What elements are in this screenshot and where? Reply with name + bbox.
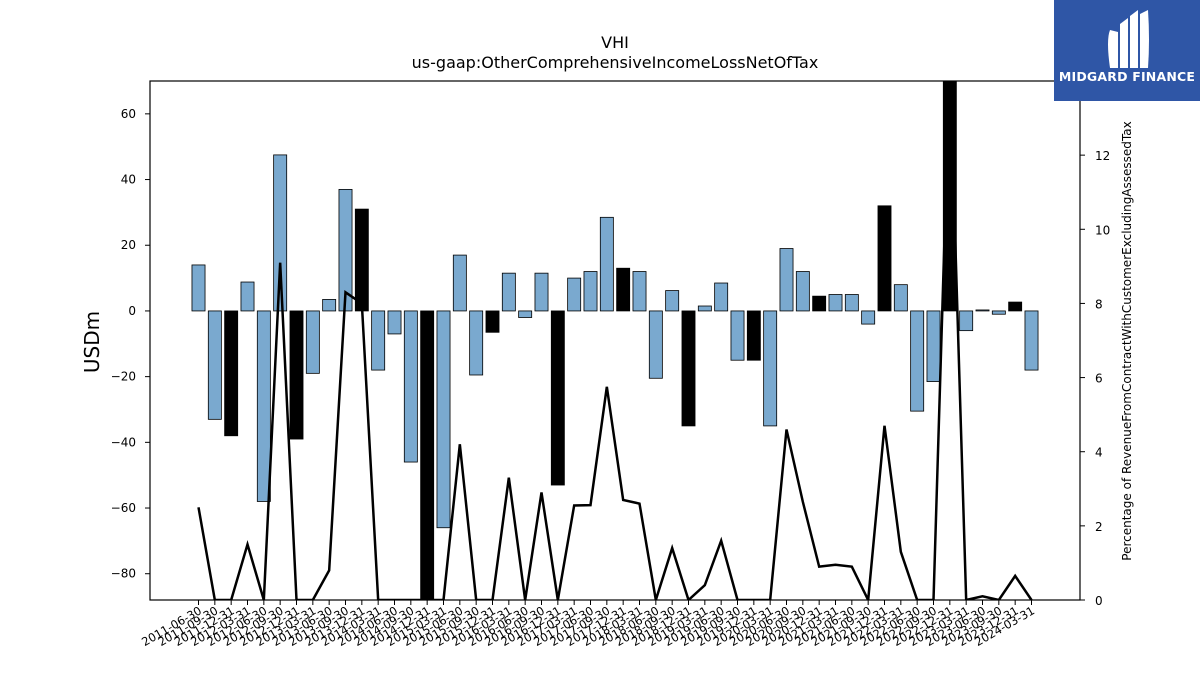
- y2-tick-label: 6: [1095, 372, 1103, 386]
- bar-2012-06-30: [256, 310, 271, 502]
- y-tick-label: −80: [111, 567, 136, 581]
- bar-2022-03-31: [893, 284, 908, 312]
- bar-2011-12-31: [224, 310, 239, 437]
- bar-2023-09-30: [991, 310, 1006, 315]
- y2-tick-label: 4: [1095, 446, 1103, 460]
- bar-2022-09-30: [926, 310, 941, 382]
- logo-mark-icon: [1108, 10, 1149, 68]
- bar-2023-12-31: [1008, 301, 1023, 312]
- bar-2020-03-31: [763, 310, 778, 427]
- y-axis-ticks: 60 40 20 0 −20 −40 −60 −80: [111, 107, 150, 581]
- bar-2023-06-30: [975, 309, 990, 312]
- bar-2011-06-30: [191, 264, 206, 312]
- bar-2013-06-30: [322, 299, 337, 312]
- bar-2018-09-30: [665, 290, 680, 312]
- y2-tick-label: 0: [1095, 594, 1103, 608]
- bar-2017-09-30: [599, 216, 614, 312]
- bar-2023-03-31: [959, 310, 974, 332]
- bar-2014-12-31: [420, 310, 435, 600]
- y-tick-label: 60: [121, 107, 136, 121]
- bar-2021-03-31: [828, 294, 843, 312]
- midgard-finance-logo: MIDGARD FINANCE: [1054, 0, 1200, 101]
- y2-tick-label: 2: [1095, 520, 1103, 534]
- bar-2019-12-31: [746, 310, 761, 361]
- bar-series: [191, 81, 1039, 600]
- y2-axis-label: Percentage of RevenueFromContractWithCus…: [1120, 121, 1134, 560]
- x-axis-ticks: 2011-06-302011-09-302011-12-312012-03-31…: [139, 600, 1037, 649]
- bar-2013-12-31: [354, 208, 369, 312]
- bar-2021-09-30: [861, 310, 876, 325]
- bar-2012-12-31: [289, 310, 304, 440]
- plot-frame: [149, 80, 1081, 601]
- bar-2018-06-30: [648, 310, 663, 379]
- bar-2011-09-30: [207, 310, 222, 420]
- logo-text: MIDGARD FINANCE: [1058, 69, 1196, 84]
- y-tick-label: 20: [121, 238, 136, 252]
- y2-tick-label: 10: [1095, 223, 1110, 237]
- bar-2024-03-31: [1024, 310, 1039, 371]
- bar-2014-03-31: [371, 310, 386, 371]
- bar-2017-03-31: [567, 277, 582, 312]
- bar-2015-03-31: [436, 310, 451, 529]
- bar-2016-09-30: [534, 272, 549, 312]
- bar-2018-03-31: [632, 271, 647, 312]
- y2-axis-ticks: 12 10 8 6 4 2 0: [1080, 149, 1110, 608]
- bar-2014-06-30: [387, 310, 402, 335]
- bar-2015-12-31: [485, 310, 500, 333]
- bar-2020-06-30: [779, 248, 794, 312]
- y2-tick-label: 12: [1095, 149, 1110, 163]
- bar-2017-06-30: [583, 271, 598, 312]
- y-tick-label: 0: [128, 304, 136, 318]
- bar-2015-06-30: [452, 254, 467, 312]
- chart-title: VHI: [601, 33, 629, 52]
- bar-2015-09-30: [469, 310, 484, 376]
- bar-2020-12-31: [812, 295, 827, 312]
- bar-2021-12-31: [877, 205, 892, 312]
- bar-2013-03-31: [305, 310, 320, 374]
- percentage-line: [197, 81, 1033, 600]
- bar-2012-03-31: [240, 281, 255, 312]
- y-tick-label: −60: [111, 501, 136, 515]
- bar-2018-12-31: [681, 310, 696, 427]
- bar-2012-09-30: [273, 154, 288, 312]
- chart-subtitle: us-gaap:OtherComprehensiveIncomeLossNetO…: [412, 53, 819, 72]
- bar-2019-06-30: [714, 282, 729, 312]
- y-tick-label: 40: [121, 173, 136, 187]
- y2-tick-label: 8: [1095, 297, 1103, 311]
- bar-2014-09-30: [403, 310, 418, 463]
- bar-2019-03-31: [697, 305, 712, 312]
- y-tick-label: −20: [111, 370, 136, 384]
- bar-2017-12-31: [616, 267, 631, 312]
- bar-2016-06-30: [518, 310, 533, 318]
- bar-2021-06-30: [844, 294, 859, 312]
- bar-2016-12-31: [550, 310, 565, 486]
- bar-2016-03-31: [501, 272, 516, 312]
- bar-2022-06-30: [910, 310, 925, 412]
- y-axis-label: USDm: [80, 311, 104, 373]
- y-tick-label: −40: [111, 435, 136, 449]
- bar-2020-09-30: [795, 271, 810, 312]
- bar-2019-09-30: [730, 310, 745, 361]
